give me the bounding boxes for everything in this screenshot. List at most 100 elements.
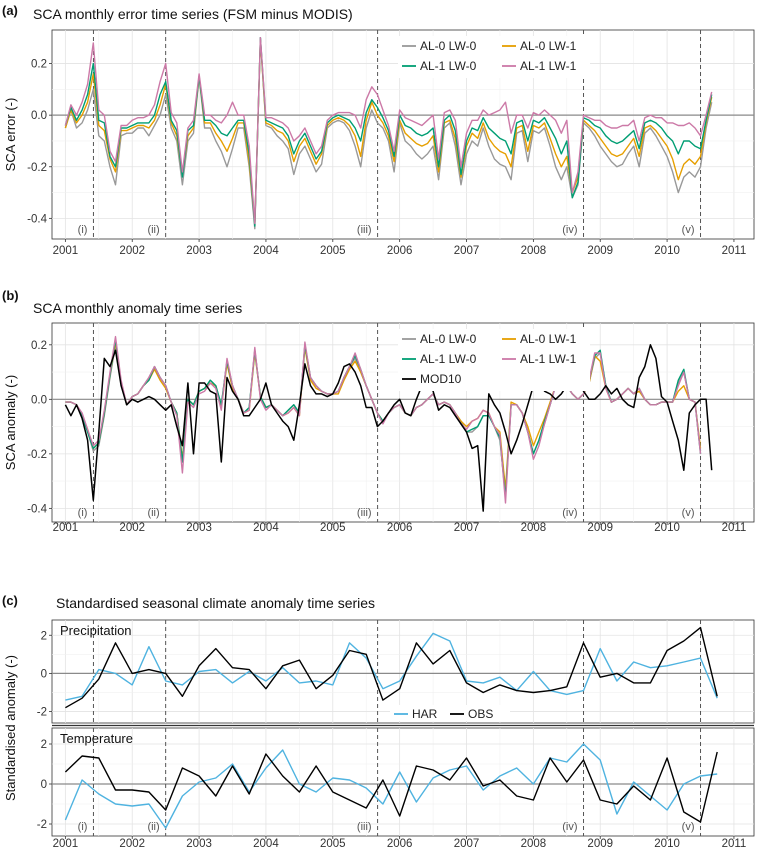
event-label: (iv): [562, 507, 577, 519]
panel-title: Standardised seasonal climate anomaly ti…: [56, 595, 375, 611]
y-tick-label: -2: [37, 819, 47, 831]
y-axis-label: SCA error (-): [3, 98, 18, 172]
x-tick-label: 2003: [186, 522, 212, 534]
facet-label: Precipitation: [60, 623, 132, 638]
y-tick-label: -0.2: [27, 449, 47, 461]
event-label: (iv): [562, 224, 577, 236]
x-tick-label: 2002: [119, 245, 145, 257]
x-tick-label: 2008: [521, 838, 547, 850]
x-tick-label: 2006: [387, 838, 413, 850]
series-line-al-0-lw-0: [64, 37, 713, 230]
panel-b: (b) SCA monthly anomaly time series -0.4 -0…: [2, 288, 755, 534]
y-axis-label: Standardised anomaly (-): [3, 655, 18, 801]
event-label: (iii): [357, 224, 372, 236]
event-label: (i): [78, 821, 88, 833]
legend-label: OBS: [468, 707, 493, 721]
event-label: (v): [682, 224, 695, 236]
x-tick-label: 2011: [722, 838, 747, 850]
x-tick-label: 2009: [587, 522, 613, 534]
x-tick-label: 2005: [320, 245, 346, 257]
panel-c: (c) Standardised seasonal climate anomaly…: [2, 593, 755, 850]
legend-box: [390, 705, 510, 721]
x-tick-label: 2008: [521, 522, 547, 534]
series-line-mod10: [64, 338, 713, 512]
x-tick-label: 2011: [722, 522, 747, 534]
x-tick-label: 2010: [654, 245, 680, 257]
facet-temperature: -2 0 2 (i) (ii) (iii) (iv) (v) Temperature: [37, 727, 755, 837]
x-tick-label: 2004: [253, 838, 279, 850]
event-label: (v): [682, 507, 695, 519]
x-tick-label: 2002: [119, 522, 145, 534]
event-label: (i): [78, 224, 88, 236]
x-tick-label: 2011: [722, 245, 747, 257]
event-label: (ii): [147, 507, 159, 519]
x-tick-label: 2001: [53, 838, 79, 850]
x-tick-label: 2001: [53, 522, 79, 534]
panel-title: SCA monthly error time series (FSM minus…: [33, 6, 353, 22]
legend-label: AL-1 LW-0: [420, 59, 477, 73]
x-tick-label: 2007: [454, 245, 480, 257]
x-tick-label: 2009: [587, 245, 613, 257]
event-label: (iv): [562, 821, 577, 833]
legend-label: AL-0 LW-1: [520, 39, 577, 53]
x-tick-label: 2008: [521, 245, 547, 257]
series-line-al-1-lw-1: [64, 37, 713, 225]
series-line-obs: [65, 626, 718, 709]
legend-label: MOD10: [420, 372, 462, 386]
legend-label: AL-0 LW-1: [520, 332, 577, 346]
x-tick-label: 2007: [454, 522, 480, 534]
legend-label: HAR: [412, 707, 438, 721]
series-line-obs: [64, 751, 718, 823]
event-label: (iii): [357, 507, 372, 519]
panel-title: SCA monthly anomaly time series: [33, 300, 242, 316]
panel-a: (a) SCA monthly error time series (FSM mi…: [2, 3, 755, 257]
y-tick-label: -2: [37, 707, 47, 719]
panel-letter: (b): [2, 288, 19, 303]
legend-label: AL-0 LW-0: [420, 39, 477, 53]
y-tick-label: 0: [41, 668, 47, 680]
y-axis-label: SCA anomaly (-): [3, 375, 18, 470]
x-tick-label: 2005: [320, 522, 346, 534]
x-tick-label: 2006: [387, 522, 413, 534]
event-label: (ii): [147, 224, 159, 236]
y-tick-label: -0.4: [27, 213, 47, 225]
series-line-al-1-lw-1: [65, 335, 702, 504]
y-tick-label: 0.0: [31, 110, 47, 122]
x-tick-label: 2004: [253, 522, 279, 534]
x-tick-label: 2007: [454, 838, 480, 850]
y-tick-label: 0.2: [31, 59, 47, 71]
y-tick-label: 0: [41, 779, 47, 791]
y-tick-label: -0.2: [27, 162, 47, 174]
legend-label: AL-1 LW-1: [520, 59, 577, 73]
legend-label: AL-1 LW-1: [520, 352, 577, 366]
x-tick-label: 2010: [654, 522, 680, 534]
legend-box: [398, 36, 590, 78]
x-tick-label: 2002: [119, 838, 145, 850]
x-tick-label: 2005: [320, 838, 346, 850]
y-tick-label: 2: [41, 739, 47, 751]
series-line-har: [64, 743, 718, 829]
y-tick-label: 0.2: [31, 340, 47, 352]
event-label: (ii): [147, 821, 159, 833]
y-tick-label: 0.0: [31, 394, 47, 406]
x-tick-label: 2001: [53, 245, 79, 257]
event-label: (iii): [357, 821, 372, 833]
event-label: (v): [682, 821, 695, 833]
panel-letter: (c): [2, 593, 18, 608]
x-tick-label: 2006: [387, 245, 413, 257]
series-line-al-1-lw-0: [64, 37, 713, 227]
facet-label: Temperature: [60, 731, 133, 746]
y-tick-label: -0.4: [27, 503, 47, 515]
series-line-al-0-lw-1: [64, 39, 713, 225]
x-tick-label: 2009: [587, 838, 613, 850]
series-line-har: [65, 632, 718, 701]
x-tick-label: 2003: [186, 838, 212, 850]
panel-letter: (a): [2, 3, 18, 18]
event-label: (i): [78, 507, 88, 519]
x-tick-label: 2010: [654, 838, 680, 850]
x-tick-label: 2003: [186, 245, 212, 257]
y-tick-label: 2: [41, 630, 47, 642]
plot-frame: [51, 727, 755, 837]
x-tick-label: 2004: [253, 245, 279, 257]
